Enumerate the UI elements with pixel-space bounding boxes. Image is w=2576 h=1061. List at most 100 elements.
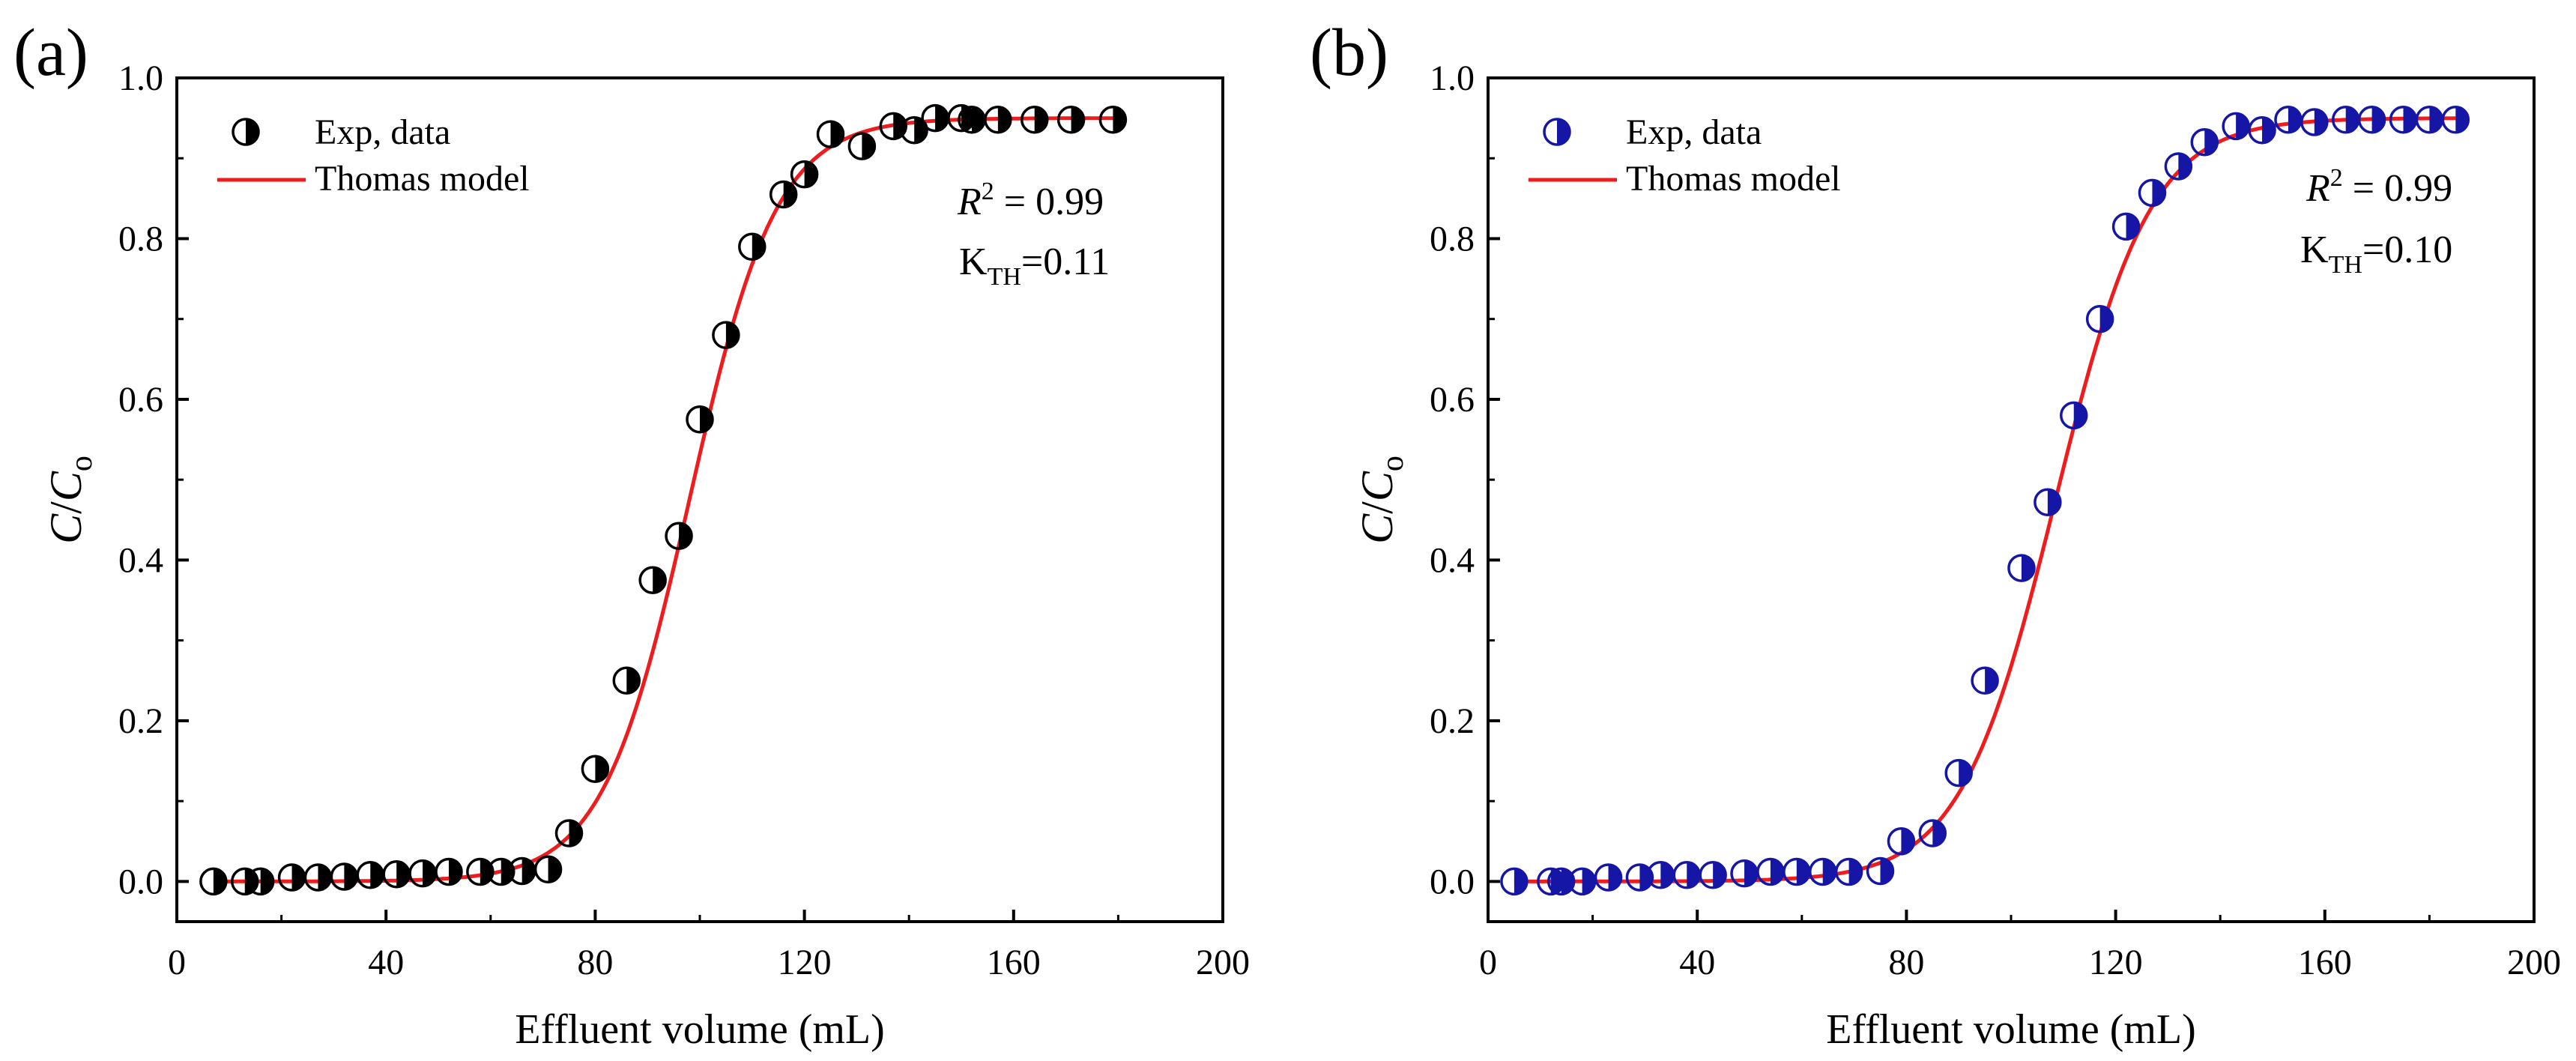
y-tick-label: 0.2 <box>118 701 163 741</box>
y-tick-label: 0.6 <box>1430 380 1475 420</box>
x-axis-label: Effluent volume (mL) <box>515 1006 885 1053</box>
x-tick-label: 40 <box>1679 943 1715 982</box>
data-point <box>533 855 563 884</box>
data-markers <box>199 103 1128 896</box>
data-point <box>686 405 714 434</box>
legend-label-exp-data: Exp, data <box>315 112 450 152</box>
data-point <box>2138 178 2167 208</box>
data-point <box>1944 758 1973 788</box>
data-point <box>1500 867 1529 896</box>
legend-label-exp-data: Exp, data <box>1626 112 1762 152</box>
data-point <box>665 522 693 551</box>
data-point <box>199 867 228 896</box>
data-point <box>1887 827 1916 856</box>
data-point <box>277 863 306 892</box>
y-tick-label: 0.4 <box>118 540 163 580</box>
data-point <box>330 862 359 891</box>
data-point <box>2034 488 2062 516</box>
data-point <box>1594 863 1623 892</box>
data-point <box>2274 106 2303 134</box>
data-point <box>1098 106 1128 134</box>
data-point <box>2060 401 2088 430</box>
data-point <box>738 232 767 261</box>
x-tick-label: 40 <box>368 943 404 982</box>
y-axis-label: C/Co <box>41 456 99 544</box>
axis-ticks: 0 40 80 120 160 200 0.0 0.2 0.4 0.6 0.8 1.0 <box>118 58 1250 982</box>
y-tick-label: 0.0 <box>118 862 163 901</box>
axis-ticks: 0 40 80 120 160 200 0.0 0.2 0.4 0.6 0.8 1.0 <box>1430 58 2561 982</box>
data-point <box>303 863 333 892</box>
data-point <box>2441 106 2470 134</box>
data-point <box>2222 112 2250 141</box>
data-point <box>1672 861 1701 889</box>
data-point <box>1056 106 1086 134</box>
data-point <box>1783 857 1811 886</box>
x-tick-label: 0 <box>1479 943 1497 982</box>
kth-annotation: KTH=0.10 <box>2300 229 2452 279</box>
x-tick-label: 0 <box>168 943 186 982</box>
data-point <box>1020 106 1049 134</box>
data-point <box>612 666 641 695</box>
data-point <box>984 106 1012 134</box>
x-tick-label: 160 <box>987 943 1041 982</box>
data-point <box>816 120 845 148</box>
data-point <box>1866 856 1895 886</box>
data-point <box>2164 152 2193 181</box>
legend-marker-exp-data <box>232 118 260 146</box>
data-point <box>921 103 949 133</box>
x-tick-label: 120 <box>2089 943 2143 982</box>
legend-marker-exp-data <box>1543 118 1571 146</box>
y-axis-label: C/Co <box>1352 456 1410 544</box>
y-tick-label: 0.8 <box>1430 219 1475 259</box>
data-point <box>790 160 819 189</box>
data-point <box>2357 106 2386 134</box>
r-squared-annotation: R2 = 0.99 <box>957 178 1104 223</box>
y-tick-label: 0.2 <box>1430 701 1475 741</box>
panel-label: (b) <box>1310 16 1388 90</box>
data-point <box>1699 861 1727 889</box>
data-point <box>2300 108 2329 136</box>
y-tick-label: 1.0 <box>1430 58 1475 98</box>
data-point <box>2111 212 2141 241</box>
data-point <box>1730 859 1759 888</box>
data-point <box>2007 554 2036 582</box>
data-point <box>356 861 385 889</box>
data-point <box>769 180 798 209</box>
legend: Exp, data Thomas model <box>217 112 530 199</box>
data-point <box>382 859 411 889</box>
y-tick-label: 1.0 <box>118 58 163 98</box>
kth-annotation: KTH=0.11 <box>959 241 1110 291</box>
chart-panel-b: (b) 0 40 80 120 160 200 0.0 0.2 0.4 0.6 0.8 1.0 Exp… <box>1310 16 2561 1053</box>
y-tick-label: 0.8 <box>118 219 163 259</box>
plot-area <box>199 103 1128 896</box>
chart-panel-a: (a) 0 40 80 120 160 200 0.0 0.2 0.4 0.6 0.8 1.0 Exp… <box>13 16 1250 1053</box>
thomas-model-line <box>213 116 1113 883</box>
x-axis-label: Effluent volume (mL) <box>1826 1006 2196 1053</box>
legend-label-thomas-model: Thomas model <box>1626 159 1841 199</box>
x-tick-label: 120 <box>778 943 832 982</box>
panel-label: (a) <box>13 16 88 90</box>
data-point <box>246 867 275 896</box>
legend: Exp, data Thomas model <box>1529 112 1841 199</box>
x-tick-label: 200 <box>1196 943 1250 982</box>
data-point <box>1808 857 1837 886</box>
data-point <box>1756 857 1785 886</box>
data-point <box>408 859 437 888</box>
data-point <box>435 857 463 886</box>
data-point <box>1834 857 1863 886</box>
x-tick-label: 80 <box>1888 943 1924 982</box>
data-point <box>1971 666 1999 695</box>
x-tick-label: 200 <box>2507 943 2561 982</box>
data-point <box>2085 304 2114 333</box>
legend-marker-symbol <box>232 118 260 146</box>
y-tick-label: 0.4 <box>1430 540 1475 580</box>
data-point <box>581 755 610 783</box>
data-point <box>2248 115 2276 145</box>
r-squared-annotation: R2 = 0.99 <box>2306 164 2452 210</box>
data-point <box>1918 819 1947 847</box>
plot-area <box>1500 106 2470 896</box>
data-point <box>638 566 667 594</box>
x-tick-label: 160 <box>2298 943 2352 982</box>
y-tick-label: 0.0 <box>1430 862 1475 901</box>
data-point <box>2190 128 2219 157</box>
